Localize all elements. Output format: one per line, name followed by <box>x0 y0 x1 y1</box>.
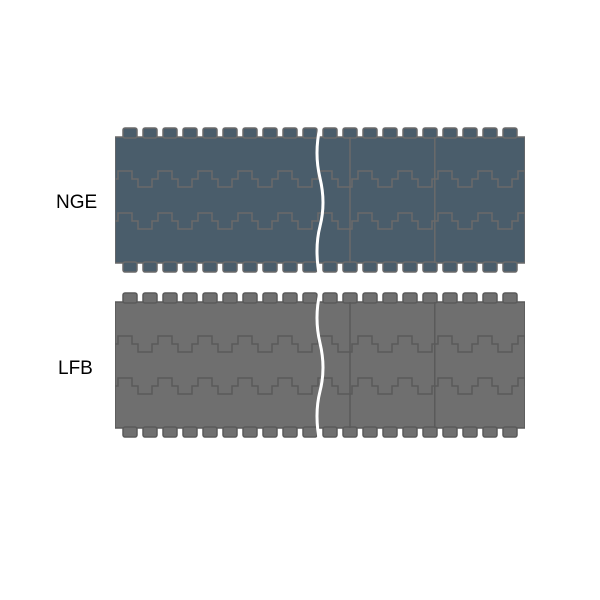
diagram-canvas: { "canvas": { "width": 600, "height": 60… <box>0 0 600 600</box>
belt-nge <box>115 127 525 284</box>
belt-lfb <box>115 292 525 449</box>
label-lfb: LFB <box>58 358 93 380</box>
label-nge: NGE <box>56 192 97 214</box>
